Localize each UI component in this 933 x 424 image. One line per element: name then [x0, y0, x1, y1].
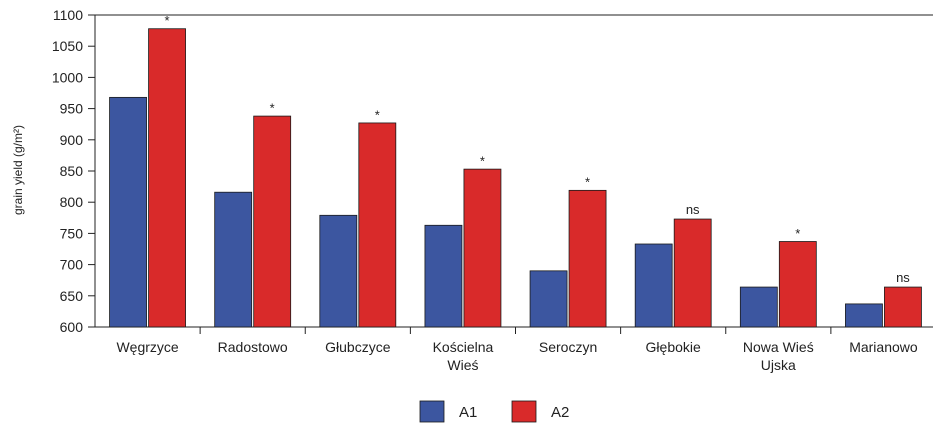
bar-a2	[673, 218, 712, 328]
y-tick-label: 750	[60, 225, 84, 241]
category-labels: Węgrzyce Radostowo Głubczyce Kościelna Wieś S…	[116, 339, 917, 373]
y-tick-label: 1050	[52, 38, 83, 54]
x-category-label: Kościelna	[433, 339, 494, 355]
x-category-label: Seroczyn	[539, 339, 597, 355]
y-tick-label: 800	[60, 194, 84, 210]
bar-a1	[424, 224, 463, 328]
bar-a1	[109, 96, 147, 328]
x-category-label: Radostowo	[218, 339, 288, 355]
bar-a1	[739, 286, 778, 328]
bar-a2	[253, 115, 292, 328]
y-tick-label: 850	[60, 163, 84, 179]
significance-labels: * * * * * ns * ns	[165, 13, 911, 285]
significance-label: ns	[896, 270, 910, 285]
y-tick-label: 1100	[53, 7, 83, 23]
significance-label: *	[585, 175, 590, 190]
legend-label-a2: A2	[551, 404, 569, 421]
bar-a2	[358, 122, 397, 328]
bars	[109, 28, 922, 328]
bar-a1	[634, 243, 673, 328]
bar-a1	[845, 303, 883, 328]
significance-label: *	[375, 107, 380, 122]
legend-swatch-a2	[511, 400, 537, 423]
legend: A1 A2	[419, 400, 569, 423]
significance-label: *	[270, 100, 275, 115]
y-axis-ticks: 600 650 700 750 800 850 900 950 1000 1050 1100	[52, 7, 95, 335]
x-category-label: Marianowo	[849, 339, 918, 355]
x-category-label: Węgrzyce	[116, 339, 178, 355]
significance-label: *	[795, 226, 800, 241]
bar-a1	[214, 191, 253, 328]
x-category-label: Głębokie	[646, 339, 701, 355]
significance-label: ns	[686, 202, 700, 217]
x-category-label: Ujska	[761, 357, 796, 373]
y-tick-label: 1000	[52, 69, 83, 85]
legend-label-a1: A1	[459, 404, 477, 421]
y-tick-label: 650	[60, 288, 84, 304]
x-category-label: Głubczyce	[325, 339, 391, 355]
bar-a2	[884, 286, 922, 328]
y-tick-label: 950	[60, 101, 84, 117]
y-tick-label: 700	[60, 257, 84, 273]
y-tick-label: 900	[60, 132, 84, 148]
legend-swatch-a1	[419, 400, 445, 423]
significance-label: *	[480, 154, 485, 169]
bar-a2	[568, 189, 607, 328]
significance-label: *	[165, 13, 170, 28]
y-tick-label: 600	[60, 319, 84, 335]
bar-a2	[148, 28, 186, 328]
bar-a1	[529, 270, 568, 328]
x-category-label: Nowa Wieś	[743, 339, 814, 355]
x-category-label: Wieś	[447, 357, 478, 373]
bar-a1	[319, 214, 358, 328]
y-axis-label: grain yield (g/m²)	[11, 125, 25, 215]
bar-a2	[463, 168, 502, 328]
bar-a2	[778, 241, 817, 328]
